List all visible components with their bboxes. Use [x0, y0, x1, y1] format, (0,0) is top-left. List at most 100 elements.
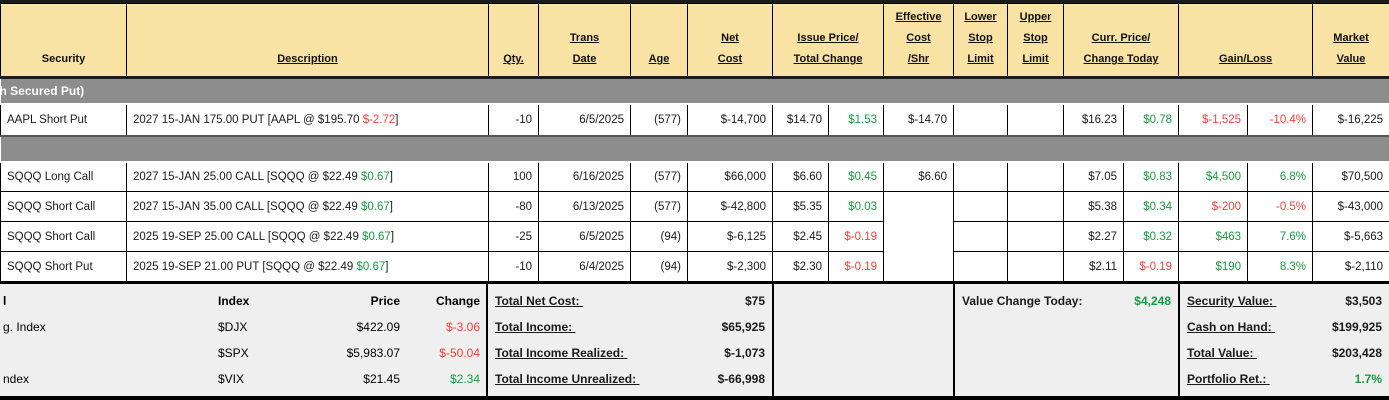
cell-qty[interactable]: -80 — [488, 191, 539, 222]
cell-curr-price[interactable]: $2.11 — [1063, 251, 1125, 282]
cell-qty[interactable]: -10 — [488, 251, 539, 282]
col-header-label: Issue Price/ Total Change — [793, 32, 863, 65]
cell-upper-stop[interactable] — [1007, 251, 1065, 282]
cell-description[interactable]: 2025 19-SEP 25.00 CALL [SQQQ @ $22.49 $0… — [126, 221, 489, 252]
cell-gain-pct[interactable]: 8.3% — [1247, 251, 1314, 282]
total-income-unrealized-label: Total Income Unrealized: — [495, 372, 640, 386]
cell-change-today[interactable]: $0.34 — [1123, 191, 1180, 222]
cell-issue-price[interactable]: $2.45 — [772, 221, 829, 252]
cell-total-change[interactable]: $-0.19 — [827, 251, 885, 282]
cell-gain-pct[interactable]: -10.4% — [1247, 103, 1314, 136]
cell-total-change[interactable]: $-0.19 — [827, 221, 885, 252]
cell-qty[interactable]: 100 — [488, 161, 539, 192]
cell-gain-pct[interactable]: 6.8% — [1247, 161, 1314, 192]
cell-security[interactable]: SQQQ Short Put — [0, 251, 127, 282]
col-header-security[interactable]: Security — [0, 3, 127, 79]
cell-age[interactable]: (94) — [630, 221, 688, 252]
cell-security[interactable]: SQQQ Short Call — [0, 221, 127, 252]
cell-gain-loss[interactable]: $190 — [1178, 251, 1249, 282]
cell-net-cost[interactable]: $-2,300 — [687, 251, 773, 282]
cell-security[interactable]: SQQQ Short Call — [0, 191, 127, 222]
cell-description[interactable]: 2025 19-SEP 21.00 PUT [SQQQ @ $22.49 $0.… — [126, 251, 489, 282]
col-header-upper-stop-limit[interactable]: Upper Stop Limit — [1007, 3, 1065, 79]
cell-lower-stop[interactable] — [953, 221, 1009, 252]
cell-change-today[interactable]: $0.78 — [1123, 103, 1180, 136]
cell-lower-stop[interactable] — [953, 103, 1009, 136]
cell-issue-price[interactable]: $5.35 — [772, 191, 829, 222]
index-change: $-50.04 — [439, 346, 480, 360]
cell-upper-stop[interactable] — [1007, 191, 1065, 222]
cell-upper-stop[interactable] — [1007, 103, 1065, 136]
col-header-effective-cost-shr[interactable]: Effective Cost /Shr — [883, 3, 955, 79]
cell-qty[interactable]: -25 — [488, 221, 539, 252]
cell-market-value[interactable]: $-43,000 — [1312, 191, 1389, 222]
cell-curr-price[interactable]: $2.27 — [1063, 221, 1125, 252]
cell-security[interactable]: SQQQ Long Call — [0, 161, 127, 192]
cell-effective-cost[interactable]: $-14.70 — [883, 103, 955, 136]
cell-lower-stop[interactable] — [953, 161, 1009, 192]
col-header-description[interactable]: Description — [126, 3, 489, 79]
cell-description[interactable]: 2027 15-JAN 35.00 CALL [SQQQ @ $22.49 $0… — [126, 191, 489, 222]
col-header-issue-price-total-change[interactable]: Issue Price/ Total Change — [771, 3, 885, 79]
index-price: $422.09 — [356, 320, 400, 334]
cell-effective-cost[interactable] — [883, 191, 955, 282]
cell-age[interactable]: (577) — [630, 191, 688, 222]
cell-net-cost[interactable]: $-14,700 — [687, 103, 773, 136]
cell-trans-date[interactable]: 6/4/2025 — [538, 251, 631, 282]
cell-age[interactable]: (577) — [630, 161, 688, 192]
col-header-label: Gain/Loss — [1218, 53, 1273, 65]
cell-total-change[interactable]: $1.53 — [827, 103, 885, 136]
cell-market-value[interactable]: $-16,225 — [1312, 103, 1389, 136]
col-header-net-cost[interactable]: Net Cost — [687, 3, 773, 79]
cell-gain-pct[interactable]: -0.5% — [1247, 191, 1314, 222]
col-header-trans-date[interactable]: Trans Date — [538, 3, 631, 79]
cell-market-value[interactable]: $70,500 — [1312, 161, 1389, 192]
col-header-market-value[interactable]: Market Value — [1312, 3, 1389, 79]
cell-upper-stop[interactable] — [1007, 161, 1065, 192]
cell-gain-loss[interactable]: $4,500 — [1178, 161, 1249, 192]
cell-trans-date[interactable]: 6/5/2025 — [538, 103, 631, 136]
cell-lower-stop[interactable] — [953, 191, 1009, 222]
cell-change-today[interactable]: $0.83 — [1123, 161, 1180, 192]
cell-age[interactable]: (577) — [630, 103, 688, 136]
cell-change-today[interactable]: $-0.19 — [1123, 251, 1180, 282]
cell-issue-price[interactable]: $6.60 — [772, 161, 829, 192]
cell-security[interactable]: AAPL Short Put — [0, 103, 127, 136]
col-header-curr-price-change-today[interactable]: Curr. Price/ Change Today — [1063, 3, 1180, 79]
cell-net-cost[interactable]: $-6,125 — [687, 221, 773, 252]
cell-description[interactable]: 2027 15-JAN 175.00 PUT [AAPL @ $195.70 $… — [126, 103, 489, 136]
col-header-lower-stop-limit[interactable]: Lower Stop Limit — [953, 3, 1009, 79]
cell-market-value[interactable]: $-5,663 — [1312, 221, 1389, 252]
cell-effective-cost[interactable]: $6.60 — [883, 161, 955, 192]
cell-description[interactable]: 2027 15-JAN 25.00 CALL [SQQQ @ $22.49 $0… — [126, 161, 489, 192]
cell-gain-loss[interactable]: $-200 — [1178, 191, 1249, 222]
cell-upper-stop[interactable] — [1007, 221, 1065, 252]
cell-gain-pct[interactable]: 7.6% — [1247, 221, 1314, 252]
cell-issue-price[interactable]: $14.70 — [772, 103, 829, 136]
col-header-age[interactable]: Age — [630, 3, 688, 79]
cell-total-change[interactable]: $0.03 — [827, 191, 885, 222]
cell-curr-price[interactable]: $5.38 — [1063, 191, 1125, 222]
cell-gain-loss[interactable]: $-1,525 — [1178, 103, 1249, 136]
description-part: ] — [395, 113, 399, 126]
cell-market-value[interactable]: $-2,110 — [1312, 251, 1389, 282]
cell-gain-loss[interactable]: $463 — [1178, 221, 1249, 252]
cell-net-cost[interactable]: $-42,800 — [687, 191, 773, 222]
description-part: $0.67 — [362, 230, 391, 243]
cell-total-change[interactable]: $0.45 — [827, 161, 885, 192]
cell-trans-date[interactable]: 6/5/2025 — [538, 221, 631, 252]
cell-issue-price[interactable]: $2.30 — [772, 251, 829, 282]
cell-trans-date[interactable]: 6/13/2025 — [538, 191, 631, 222]
total-net-cost-label: Total Net Cost: — [495, 294, 583, 308]
cell-lower-stop[interactable] — [953, 251, 1009, 282]
col-header-label: Trans Date — [569, 32, 600, 65]
cell-curr-price[interactable]: $7.05 — [1063, 161, 1125, 192]
col-header-gain-loss[interactable]: Gain/Loss — [1178, 3, 1314, 79]
cell-curr-price[interactable]: $16.23 — [1063, 103, 1125, 136]
cell-change-today[interactable]: $0.32 — [1123, 221, 1180, 252]
cell-net-cost[interactable]: $66,000 — [687, 161, 773, 192]
cell-trans-date[interactable]: 6/16/2025 — [538, 161, 631, 192]
col-header-qty[interactable]: Qty. — [488, 3, 539, 79]
cell-qty[interactable]: -10 — [488, 103, 539, 136]
cell-age[interactable]: (94) — [630, 251, 688, 282]
